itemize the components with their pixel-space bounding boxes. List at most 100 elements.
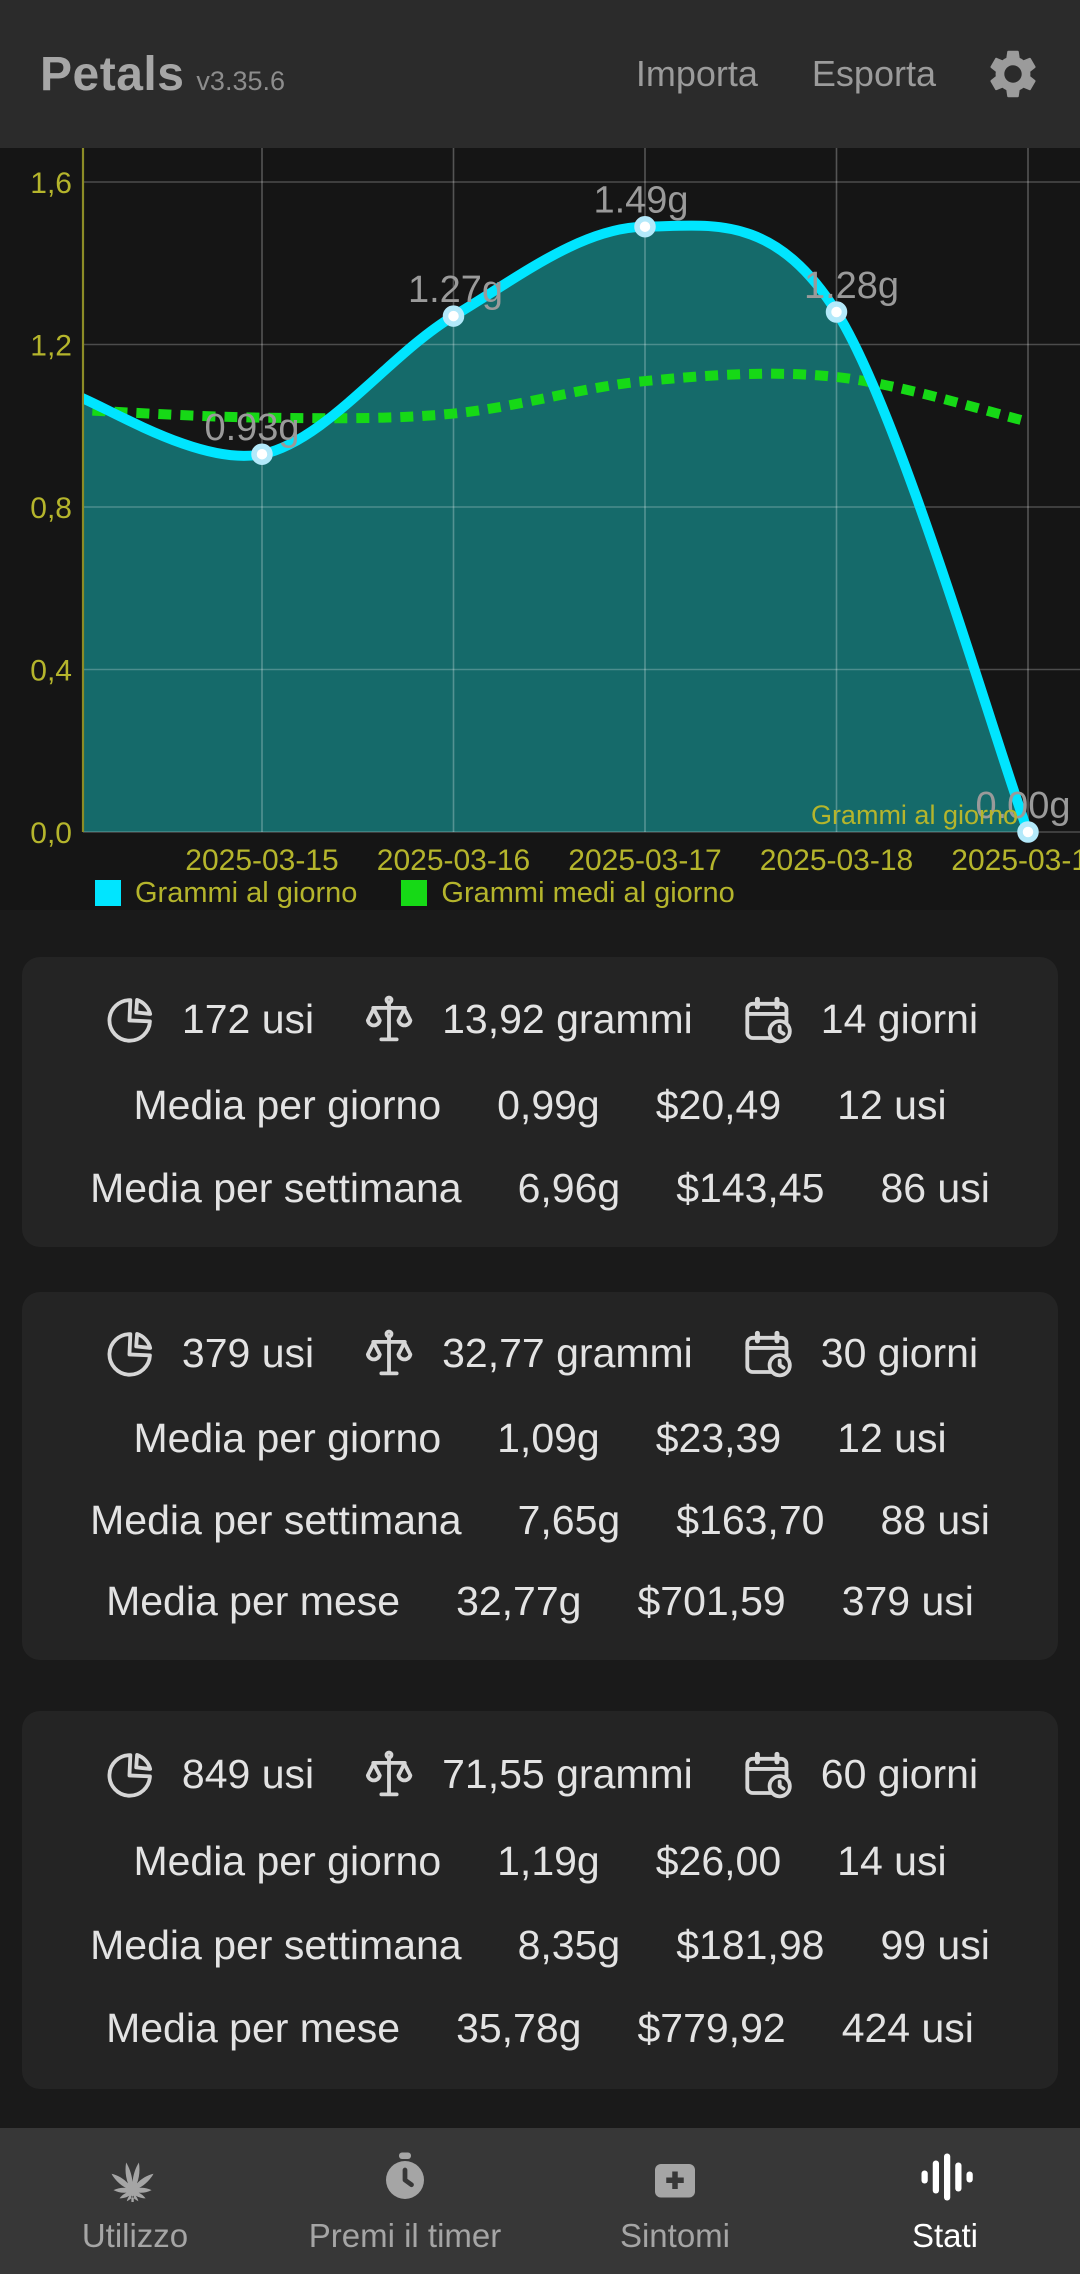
row-grams: 35,78g	[456, 2005, 582, 2052]
svg-text:2025-03-15: 2025-03-15	[185, 844, 338, 876]
bottom-navigation: Utilizzo Premi il timer Sintomi Stati	[0, 2128, 1080, 2274]
chart-plot-area[interactable]: 0.93g 1.27g 1.49g 1.28g 0.00g 0,0 0,4 0,8 1,2 1,6…	[0, 148, 1080, 876]
chart-legend: Grammi al giorno Grammi medi al giorno	[0, 876, 1080, 910]
svg-text:0,8: 0,8	[30, 492, 72, 525]
row-label: Media per giorno	[133, 1082, 442, 1128]
pie-chart-icon	[107, 997, 152, 1043]
row-label: Media per mese	[106, 1578, 401, 1625]
uses-count: 172 usi	[181, 996, 315, 1042]
uses-count: 379 usi	[181, 1330, 315, 1377]
svg-text:0.00g: 0.00g	[975, 785, 1070, 827]
nav-item-sintomi[interactable]: Sintomi	[540, 2128, 810, 2274]
row-uses: 12 usi	[837, 1082, 947, 1128]
calendar-clock-icon	[741, 993, 795, 1047]
row-grams: 0,99g	[497, 1082, 600, 1128]
svg-text:2025-03-18: 2025-03-18	[760, 844, 913, 876]
svg-text:2025-03-19: 2025-03-19	[951, 844, 1080, 876]
svg-text:Grammi al giorno: Grammi al giorno	[811, 800, 1018, 830]
row-price: $701,59	[637, 1578, 786, 1625]
row-grams: 6,96g	[517, 1164, 621, 1211]
row-price: $181,98	[676, 1921, 825, 1968]
settings-gear-icon[interactable]	[984, 45, 1042, 103]
stopwatch-icon	[375, 2147, 435, 2207]
svg-text:1,2: 1,2	[30, 330, 72, 363]
stats-card-60-days: 849 usi 71,55 grammi 60 giorni Media per…	[22, 1711, 1058, 2089]
pie-chart-icon	[107, 1752, 152, 1798]
legend-item-avg-grams: Grammi medi al giorno	[401, 876, 735, 910]
nav-item-stati[interactable]: Stati	[810, 2128, 1080, 2274]
avg-per-day-row: Media per giorno 1,09g $23,39 12 usi	[22, 1415, 1058, 1462]
row-label: Media per settimana	[90, 1164, 462, 1211]
row-label: Media per giorno	[133, 1838, 442, 1885]
row-label: Media per mese	[106, 2005, 401, 2052]
row-price: $779,92	[637, 2005, 786, 2052]
svg-text:1.27g: 1.27g	[408, 269, 503, 311]
scale-icon	[366, 1329, 413, 1375]
legend-label: Grammi al giorno	[135, 876, 358, 909]
row-price: $143,45	[676, 1164, 825, 1211]
nav-label: Stati	[911, 2217, 979, 2254]
row-grams: 32,77g	[456, 1578, 582, 1625]
summary-row: 849 usi 71,55 grammi 60 giorni	[22, 1748, 1058, 1802]
app-title: Petals	[40, 47, 185, 101]
uses-count: 849 usi	[181, 1751, 315, 1798]
grams-summary: 71,55 grammi	[362, 1748, 693, 1802]
legend-label: Grammi medi al giorno	[441, 876, 735, 909]
app-header: Petals v3.35.6 Importa Esporta	[0, 0, 1080, 148]
row-grams: 1,09g	[497, 1415, 600, 1462]
avg-per-month-row: Media per mese 32,77g $701,59 379 usi	[22, 1578, 1058, 1625]
avg-per-day-row: Media per giorno 1,19g $26,00 14 usi	[22, 1838, 1058, 1885]
avg-per-week-row: Media per settimana 8,35g $181,98 99 usi	[22, 1922, 1058, 1969]
row-uses: 12 usi	[837, 1415, 947, 1462]
export-button[interactable]: Esporta	[811, 53, 936, 94]
svg-text:1.28g: 1.28g	[804, 265, 899, 307]
calendar-clock-icon	[741, 1327, 795, 1381]
avg-per-month-row: Media per mese 35,78g $779,92 424 usi	[22, 2005, 1058, 2052]
cannabis-leaf-icon	[111, 2162, 154, 2202]
svg-text:0,0: 0,0	[30, 817, 72, 850]
uses-summary: 379 usi	[102, 1327, 314, 1381]
nav-label: Premi il timer	[308, 2217, 502, 2254]
calendar-clock-icon	[741, 1748, 795, 1802]
nav-item-utilizzo[interactable]: Utilizzo	[0, 2128, 270, 2274]
grams-total: 71,55 grammi	[442, 1751, 693, 1798]
stats-waveform-icon	[921, 2153, 973, 2201]
row-price: $163,70	[676, 1496, 825, 1543]
stats-card-30-days: 379 usi 32,77 grammi 30 giorni Media per…	[22, 1292, 1058, 1660]
svg-text:1.49g: 1.49g	[593, 180, 688, 222]
row-uses: 14 usi	[837, 1838, 947, 1885]
grams-total: 13,92 grammi	[442, 996, 693, 1042]
grams-total: 32,77 grammi	[442, 1330, 693, 1377]
row-uses: 86 usi	[880, 1164, 990, 1211]
row-grams: 1,19g	[497, 1838, 600, 1885]
scale-icon	[366, 1750, 413, 1796]
row-label: Media per giorno	[133, 1415, 442, 1462]
days-count: 60 giorni	[820, 1751, 979, 1798]
avg-per-day-row: Media per giorno 0,99g $20,49 12 usi	[22, 1082, 1058, 1129]
legend-swatch-avg-grams-icon	[401, 880, 428, 906]
row-grams: 8,35g	[517, 1921, 621, 1968]
nav-item-premi-il-timer[interactable]: Premi il timer	[270, 2128, 540, 2274]
uses-summary: 172 usi	[102, 993, 314, 1047]
pie-chart-icon	[107, 1331, 152, 1377]
row-uses: 88 usi	[880, 1496, 990, 1543]
days-summary: 60 giorni	[741, 1748, 978, 1802]
days-count: 14 giorni	[820, 996, 979, 1042]
grams-summary: 32,77 grammi	[362, 1327, 693, 1381]
scale-icon	[366, 995, 413, 1041]
avg-per-week-row: Media per settimana 6,96g $143,45 86 usi	[22, 1165, 1058, 1212]
import-button[interactable]: Importa	[635, 53, 758, 94]
app-version: v3.35.6	[196, 65, 285, 96]
stats-card-14-days: 172 usi 13,92 grammi 14 giorni Media per…	[22, 957, 1058, 1247]
avg-per-week-row: Media per settimana 7,65g $163,70 88 usi	[22, 1497, 1058, 1544]
row-uses: 99 usi	[880, 1921, 990, 1968]
svg-text:0.93g: 0.93g	[204, 407, 299, 449]
row-grams: 7,65g	[517, 1496, 621, 1543]
summary-row: 379 usi 32,77 grammi 30 giorni	[22, 1327, 1058, 1381]
row-price: $20,49	[655, 1082, 782, 1128]
nav-label: Utilizzo	[81, 2217, 189, 2254]
legend-item-grams: Grammi al giorno	[95, 877, 357, 910]
row-price: $26,00	[655, 1838, 782, 1885]
usage-line-chart[interactable]: 0.93g 1.27g 1.49g 1.28g 0.00g 0,0 0,4 0,8 1,2 1,6…	[0, 148, 1080, 910]
